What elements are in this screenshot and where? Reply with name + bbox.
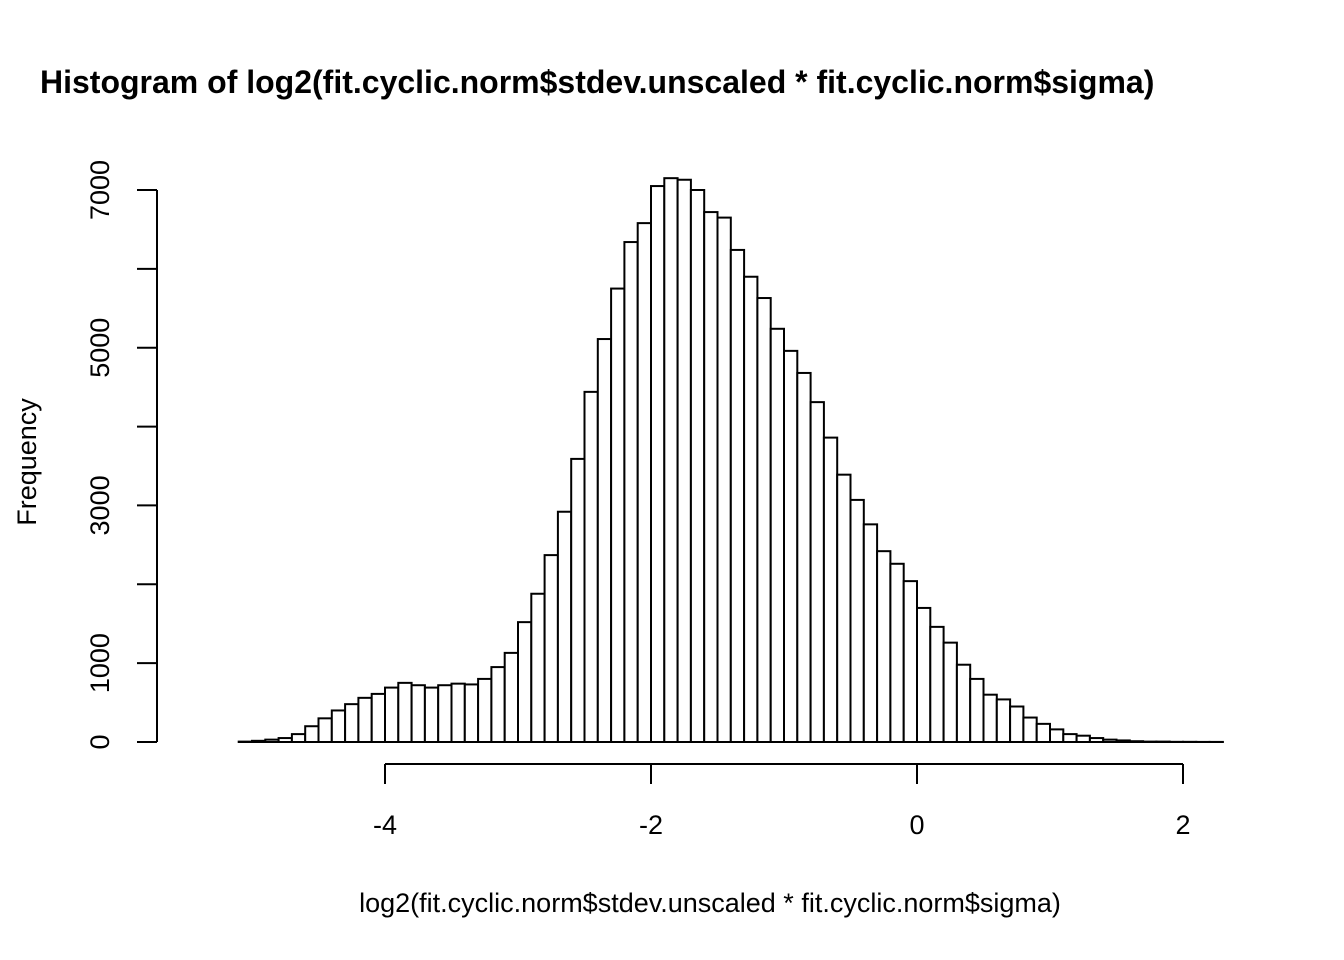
histogram-bar — [317, 717, 333, 744]
histogram-bar — [304, 725, 320, 743]
histogram-bar — [1088, 737, 1105, 743]
histogram-bar — [769, 327, 786, 743]
histogram-bar — [929, 625, 945, 743]
histogram-bar — [716, 216, 732, 744]
histogram-bar — [397, 681, 413, 743]
histogram-bar — [1009, 705, 1025, 744]
histogram-bar — [836, 473, 852, 743]
histogram-bar — [995, 698, 1012, 743]
histogram-bar — [450, 682, 466, 744]
histogram-bar — [1075, 734, 1091, 744]
histogram-bar — [370, 692, 387, 744]
y-axis: 0 1000 3000 5000 7000 — [85, 160, 158, 750]
histogram-bar — [783, 349, 799, 743]
histogram-bar — [583, 390, 599, 743]
x-axis: -4 -2 0 2 — [373, 763, 1191, 840]
histogram-bar — [437, 684, 453, 743]
histogram-bar — [357, 696, 373, 744]
histogram-bar — [822, 436, 839, 743]
histogram-bar — [596, 338, 613, 743]
y-tick-label: 7000 — [85, 160, 115, 220]
histogram-bar — [689, 189, 706, 743]
histogram-bar — [463, 683, 480, 743]
histogram-bar — [423, 686, 440, 744]
y-tick-label: 5000 — [85, 318, 115, 378]
y-tick-label: 3000 — [85, 475, 115, 535]
histogram-bar — [330, 709, 347, 744]
histogram-bar — [1049, 728, 1065, 744]
histogram-bar — [756, 297, 772, 743]
x-tick-label: 2 — [1175, 810, 1190, 840]
histogram-bar — [1128, 740, 1145, 744]
histogram-bar — [942, 641, 958, 744]
histogram-bar — [916, 606, 932, 743]
histogram-bar — [251, 739, 267, 744]
histogram-bar — [955, 663, 972, 743]
histogram-bar — [636, 222, 653, 743]
histogram-bar — [277, 737, 293, 743]
chart-title: Histogram of log2(fit.cyclic.norm$stdev.… — [40, 64, 1154, 100]
histogram-bar — [503, 651, 520, 744]
histogram-bar — [1102, 738, 1118, 744]
histogram-bar — [1062, 733, 1078, 743]
histogram-bar — [623, 241, 639, 744]
histogram-bar — [556, 510, 573, 743]
histogram-bar — [676, 178, 692, 743]
y-tick-label: 1000 — [85, 633, 115, 693]
histogram-bar — [517, 621, 533, 744]
y-axis-label: Frequency — [12, 398, 42, 526]
x-axis-label: log2(fit.cyclic.norm$stdev.unscaled * fi… — [359, 888, 1061, 918]
histogram-bar — [264, 738, 280, 744]
histogram-bar — [876, 550, 892, 743]
histogram-bar — [862, 523, 879, 743]
histogram-bar — [570, 457, 586, 743]
histogram-bar — [969, 677, 985, 743]
histogram-bar — [902, 580, 919, 743]
histogram-bar — [982, 693, 998, 744]
histogram-bar — [384, 686, 400, 744]
histogram-bars — [237, 177, 1224, 744]
histogram-bar — [530, 592, 546, 743]
histogram-bar — [290, 733, 307, 743]
histogram-bar — [610, 287, 626, 743]
y-tick-label: 0 — [85, 734, 115, 749]
histogram-bar — [650, 185, 666, 743]
histogram-bar — [743, 275, 759, 743]
histogram-bar — [410, 684, 426, 743]
histogram-bar — [1115, 739, 1131, 743]
histogram-bar — [490, 666, 506, 744]
histogram-bar — [1035, 722, 1051, 743]
histogram-bar — [477, 677, 493, 743]
histogram-bar — [703, 211, 719, 743]
histogram-bar — [344, 703, 360, 744]
x-tick-label: 0 — [909, 810, 924, 840]
histogram-bar — [796, 371, 812, 743]
histogram-bar — [1022, 716, 1038, 743]
histogram-bar — [543, 554, 559, 743]
histogram-bar — [889, 562, 905, 744]
x-tick-label: -4 — [373, 810, 397, 840]
x-tick-label: -2 — [639, 810, 663, 840]
histogram-bar — [729, 248, 746, 743]
histogram-bar — [849, 498, 865, 743]
histogram-bar — [809, 401, 825, 743]
histogram-bar — [663, 177, 679, 744]
